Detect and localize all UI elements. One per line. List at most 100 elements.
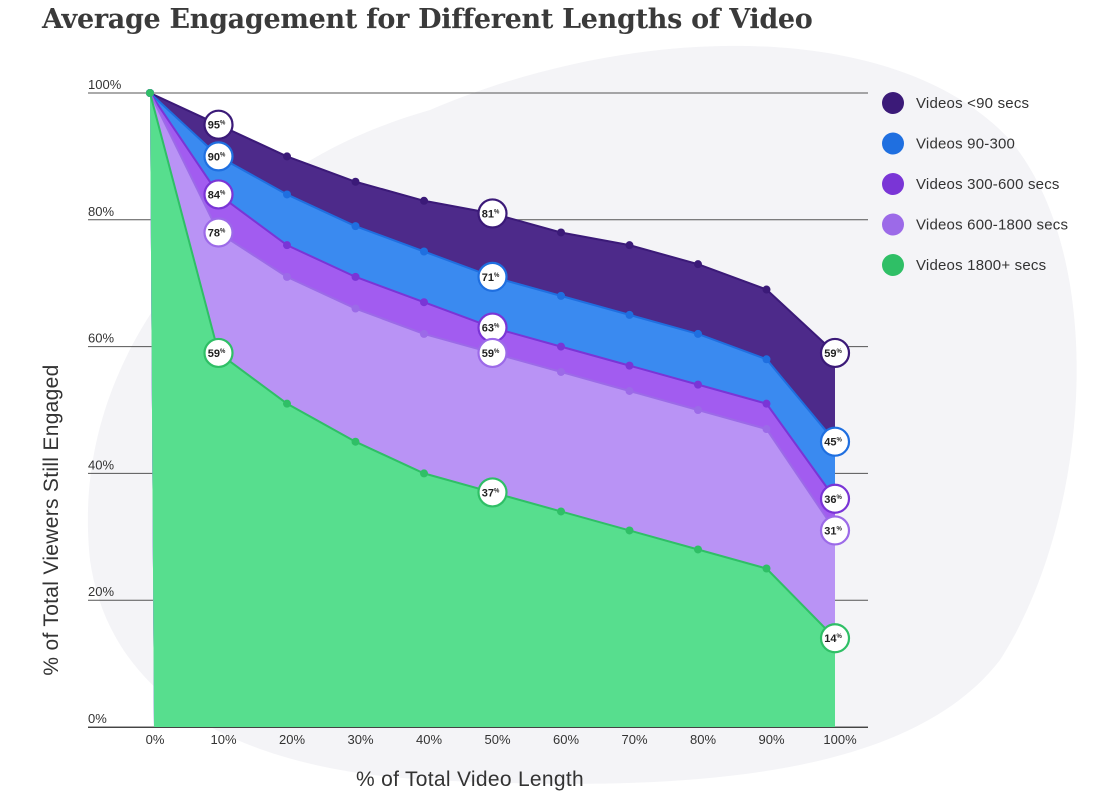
badge-value: 37 [482,487,494,499]
data-point [762,285,771,294]
badge-label: 63% [482,323,500,335]
value-badge: 84% [203,179,234,210]
legend-item: Videos 300-600 secs [882,173,1059,195]
badge-circle [819,426,851,457]
data-point [351,272,360,281]
badge-label: 14% [824,633,842,645]
legend-label: Videos 600-1800 secs [916,217,1068,234]
area-series [150,93,835,727]
badge-label: 59% [208,348,226,360]
data-point [420,298,428,307]
legend-item: Videos 90-300 [882,132,1015,155]
data-point [351,304,360,313]
badge-value: 95 [208,120,220,132]
y-tick-label: 0% [88,711,107,726]
x-axis-title: % of Total Video Length [356,768,584,791]
data-point [557,228,565,237]
data-point [625,310,634,319]
badge-label: 59% [824,348,842,360]
value-badge: 59% [477,337,508,369]
badge-value: 59 [208,348,220,360]
badge-suffix: % [836,349,842,355]
badge-suffix: % [836,634,842,640]
x-tick-label: 10% [210,732,236,747]
badge-suffix: % [220,152,226,158]
badge-label: 95% [208,120,226,132]
badge-value: 90 [208,151,220,163]
data-point [694,545,702,554]
value-badge: 59% [819,337,851,369]
y-tick-label: 60% [88,331,114,346]
badge-label: 59% [482,348,500,360]
badge-suffix: % [494,273,500,279]
legend-swatch [882,92,904,114]
badge-suffix: % [220,121,226,127]
badge-suffix: % [494,488,500,494]
axes: 0% 20% 40% 60% 80% 100% 0% 10% 20% 30% 40% 50% 60% 70… [88,77,868,747]
badge-label: 90% [208,151,226,163]
y-axis-title: % of Total Viewers Still Engaged [40,364,63,675]
badge-suffix: % [494,324,500,330]
data-point [694,406,702,414]
badge-suffix: % [220,190,226,196]
data-point [283,241,291,250]
value-badge: 14% [819,623,851,654]
badge-suffix: % [220,349,226,355]
x-tick-label: 80% [690,732,716,747]
data-point [351,437,360,446]
badge-circle [477,261,508,292]
badge-circle [477,477,508,508]
x-tick-label: 90% [758,732,784,747]
legend-swatch [882,132,904,155]
data-point [420,329,428,338]
value-badge: 36% [819,483,851,514]
badge-label: 36% [824,494,842,506]
data-point [625,386,634,395]
legend-label: Videos <90 secs [916,95,1029,112]
badge-circle [203,179,234,210]
data-point [351,177,360,186]
x-tick-label: 40% [416,732,442,747]
x-tick-label: 70% [621,732,647,747]
badge-value: 63 [482,323,494,335]
legend-label: Videos 90-300 [916,136,1015,153]
value-badge: 45% [819,426,851,457]
data-point [283,399,291,408]
data-point [625,526,634,535]
badge-value: 14 [824,633,837,645]
badge-value: 71 [482,272,494,284]
data-point [694,380,702,389]
data-point [625,241,634,250]
legend: Videos <90 secs Videos 90-300 Videos 300-6… [882,92,1068,276]
x-tick-label: 100% [823,732,857,747]
badge-circle [819,483,851,514]
badge-circle [477,337,508,369]
value-badge: 63% [477,312,508,343]
y-tick-label: 40% [88,457,114,472]
badge-value: 59 [482,348,494,360]
legend-item: Videos 600-1800 secs [882,213,1068,236]
legend-swatch [882,173,904,195]
data-point [283,272,291,281]
data-point [420,247,428,256]
legend-swatch [882,254,904,276]
badge-value: 84 [208,189,221,201]
badge-circle [203,217,234,248]
badge-circle [477,198,508,229]
data-point [762,564,771,573]
y-tick-label: 20% [88,584,114,599]
badge-value: 45 [824,437,836,449]
badge-label: 84% [208,189,226,201]
value-badge: 59% [203,337,234,369]
legend-swatch [882,213,904,236]
value-badge: 78% [203,217,234,248]
x-tick-label: 20% [279,732,305,747]
data-point [283,190,291,199]
x-tick-label: 30% [347,732,373,747]
badge-label: 71% [482,272,500,284]
legend-item: Videos 1800+ secs [882,254,1046,276]
badge-circle [203,337,234,369]
badge-circle [819,337,851,369]
data-point [283,152,291,161]
data-point [762,425,771,434]
